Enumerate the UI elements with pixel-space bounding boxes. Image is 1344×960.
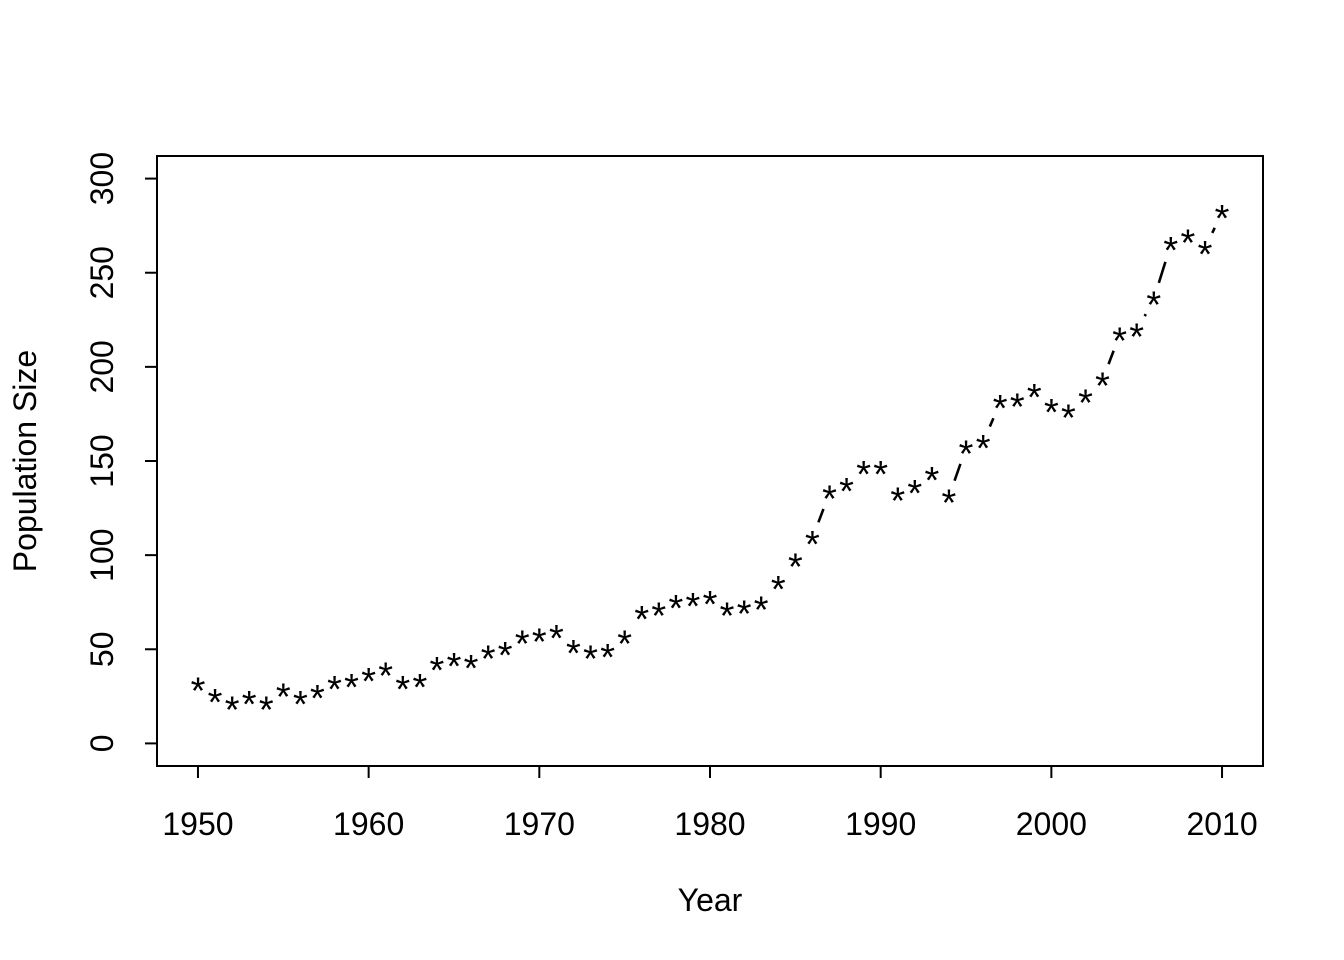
data-point-marker: * <box>515 624 530 666</box>
x-tick-label: 2000 <box>1016 806 1087 842</box>
data-point-marker: * <box>1061 398 1076 440</box>
data-point-marker: * <box>481 639 496 681</box>
data-point-marker: * <box>907 473 922 515</box>
data-point-marker: * <box>788 546 803 588</box>
data-point-marker: * <box>1027 377 1042 419</box>
x-tick-label: 1970 <box>504 806 575 842</box>
data-point-marker: * <box>293 684 308 726</box>
y-axis: 0 50 100 150 200 250 300 <box>84 152 157 752</box>
data-point-marker: * <box>617 624 632 666</box>
data-point-marker: * <box>1129 317 1144 359</box>
x-axis: 1950 1960 1970 1980 1990 2000 2010 <box>162 766 1258 842</box>
dashed-segment <box>1157 260 1168 284</box>
data-point-marker: * <box>430 650 445 692</box>
x-tick-label: 1950 <box>162 806 233 842</box>
data-point-marker: * <box>464 648 479 690</box>
data-point-marker: * <box>1044 392 1059 434</box>
data-point-marker: * <box>208 682 223 724</box>
data-point-marker: * <box>344 667 359 709</box>
data-point-marker: * <box>873 454 888 496</box>
data-point-marker: * <box>1215 198 1230 240</box>
data-point-marker: * <box>600 637 615 679</box>
data-point-marker: * <box>327 669 342 711</box>
plot-box <box>156 155 1264 767</box>
y-tick-label: 300 <box>84 152 120 205</box>
data-point-marker: * <box>805 524 820 566</box>
data-point-marker: * <box>1112 320 1127 362</box>
data-point-marker: * <box>1010 386 1025 428</box>
data-point-marker: * <box>856 454 871 496</box>
dashed-segment <box>1211 227 1216 234</box>
y-axis-title: Population Size <box>7 350 43 572</box>
dashed-segment <box>1107 350 1115 365</box>
data-point-marker: * <box>839 471 854 513</box>
y-tick-label: 150 <box>84 434 120 487</box>
dashed-segment <box>817 508 825 523</box>
data-point-marker: * <box>361 661 376 703</box>
x-tick-label: 1990 <box>845 806 916 842</box>
data-point-marker: * <box>310 678 325 720</box>
data-point-marker: * <box>532 622 547 664</box>
data-point-marker: * <box>583 639 598 681</box>
data-point-marker: * <box>686 586 701 628</box>
data-point-marker: * <box>549 618 564 660</box>
data-point-marker: * <box>737 593 752 635</box>
dashed-segment <box>1143 313 1147 317</box>
data-points: * * * * * * * * * * * * * * * * * * * * * * * * * ** * * * * * * * **** * *… <box>191 198 1230 731</box>
data-point-marker: * <box>395 669 410 711</box>
data-point-marker: * <box>1198 234 1213 276</box>
data-point-marker: * <box>378 656 393 698</box>
connector-segments <box>817 227 1216 523</box>
dashed-segment <box>988 417 995 428</box>
data-point-marker: * <box>720 595 735 637</box>
data-point-marker: * <box>959 433 974 475</box>
data-point-marker: * <box>942 482 957 524</box>
data-point-marker: * <box>225 689 240 731</box>
x-axis-title: Year <box>678 882 743 918</box>
data-point-marker: * <box>651 595 666 637</box>
y-tick-label: 250 <box>84 246 120 299</box>
data-point-marker: * <box>242 684 257 726</box>
y-tick-label: 50 <box>84 631 120 667</box>
data-point-marker: * <box>822 479 837 521</box>
y-tick-label: 200 <box>84 340 120 393</box>
data-point-marker: * <box>566 633 581 675</box>
y-tick-label: 100 <box>84 528 120 581</box>
data-point-marker: * <box>1146 285 1161 327</box>
data-point-marker: * <box>993 388 1008 430</box>
data-point-marker: * <box>754 590 769 632</box>
data-point-marker: * <box>498 635 513 677</box>
data-point-marker: * <box>447 646 462 688</box>
y-tick-label: 0 <box>84 735 120 753</box>
data-point-marker: * <box>924 460 939 502</box>
data-point-marker: * <box>668 588 683 630</box>
data-point-marker: * <box>890 480 905 522</box>
x-tick-label: 1980 <box>674 806 745 842</box>
data-point-marker: * <box>1078 383 1093 425</box>
x-tick-label: 1960 <box>333 806 404 842</box>
data-point-marker: * <box>703 584 718 626</box>
data-point-marker: * <box>412 667 427 709</box>
data-point-marker: * <box>191 671 206 713</box>
data-point-marker: * <box>976 428 991 470</box>
data-point-marker: * <box>259 689 274 731</box>
data-point-marker: * <box>1181 223 1196 265</box>
data-point-marker: * <box>1095 366 1110 408</box>
x-tick-label: 2010 <box>1186 806 1257 842</box>
dashed-segment <box>953 463 962 482</box>
data-point-marker: * <box>276 676 291 718</box>
data-point-marker: * <box>771 569 786 611</box>
data-point-marker: * <box>1163 230 1178 272</box>
data-point-marker: * <box>634 599 649 641</box>
